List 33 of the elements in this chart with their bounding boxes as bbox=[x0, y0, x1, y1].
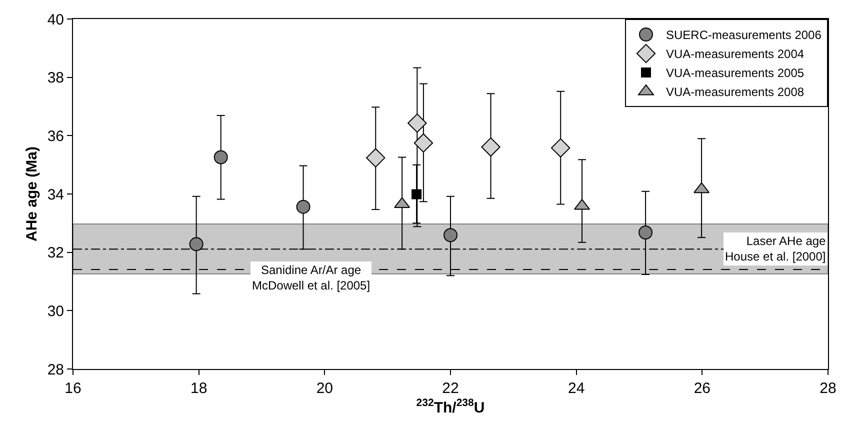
legend-label: VUA-measurements 2004 bbox=[666, 47, 804, 62]
point bbox=[214, 150, 228, 164]
point bbox=[296, 200, 310, 214]
y-tick-label: 30 bbox=[47, 302, 64, 320]
point bbox=[414, 133, 434, 153]
point bbox=[189, 237, 204, 252]
y-tick-label: 28 bbox=[47, 361, 64, 378]
ref-line-label: Laser AHe age House et al. [2000] bbox=[725, 234, 826, 264]
x-axis-title: $^{232}$Th/$^{238}$U bbox=[416, 397, 485, 416]
y-tick-label: 34 bbox=[47, 186, 64, 204]
y-tick-label: 32 bbox=[47, 244, 64, 262]
y-tick-label: 40 bbox=[47, 11, 64, 28]
x-tick-label: 22 bbox=[442, 380, 459, 397]
point bbox=[408, 114, 427, 133]
y-tick-label: 36 bbox=[47, 128, 64, 145]
x-tick-label: 28 bbox=[820, 380, 836, 397]
legend-label: VUA-measurements 2008 bbox=[666, 85, 804, 100]
point bbox=[551, 138, 570, 158]
x-tick-label: 18 bbox=[190, 380, 208, 397]
x-tick-label: 26 bbox=[694, 380, 711, 397]
x-tick-label: 20 bbox=[316, 380, 334, 397]
y-axis-title: AHe age (Ma) bbox=[24, 146, 41, 242]
x-tick-label: 24 bbox=[568, 380, 585, 397]
point bbox=[412, 189, 422, 200]
point bbox=[366, 148, 386, 168]
legend-label: VUA-measurements 2005 bbox=[666, 66, 804, 80]
point bbox=[481, 137, 500, 157]
point bbox=[444, 228, 458, 242]
legend-label: SUERC-measurements 2006 bbox=[666, 28, 822, 42]
x-tick-label: 16 bbox=[64, 380, 82, 397]
point bbox=[638, 226, 653, 240]
y-tick-label: 38 bbox=[47, 70, 64, 87]
ref-line-label: Sanidine Ar/Ar age McDowell et al. [2005] bbox=[252, 263, 370, 293]
